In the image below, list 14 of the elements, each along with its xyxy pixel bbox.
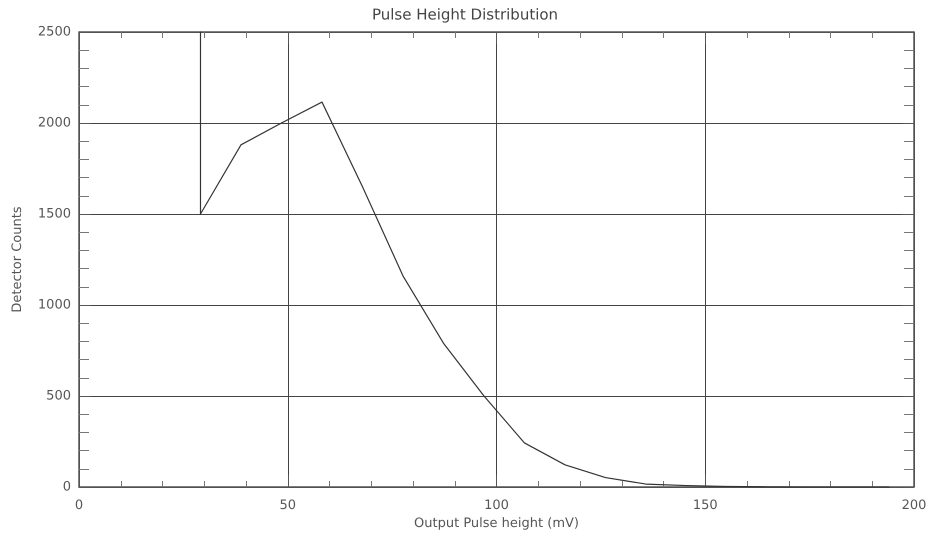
x-tick-label: 100: [484, 498, 509, 513]
x-tick-label: 150: [692, 498, 718, 513]
y-tick-label: 1500: [38, 206, 71, 222]
y-tick-label: 0: [62, 480, 71, 494]
y-tick-label: 500: [46, 388, 71, 404]
y-axis-title: Detector Counts: [10, 206, 25, 313]
y-tick-label: 2500: [38, 24, 71, 40]
y-tick-label: 2000: [38, 116, 71, 130]
x-tick-label: 200: [902, 498, 926, 513]
y-tick-label: 1000: [38, 298, 71, 312]
x-axis-title: Output Pulse height (mV): [414, 516, 579, 531]
chart-title: Pulse Height Distribution: [372, 6, 558, 24]
x-tick-label: 50: [279, 498, 296, 513]
x-tick-label: 0: [74, 498, 84, 513]
